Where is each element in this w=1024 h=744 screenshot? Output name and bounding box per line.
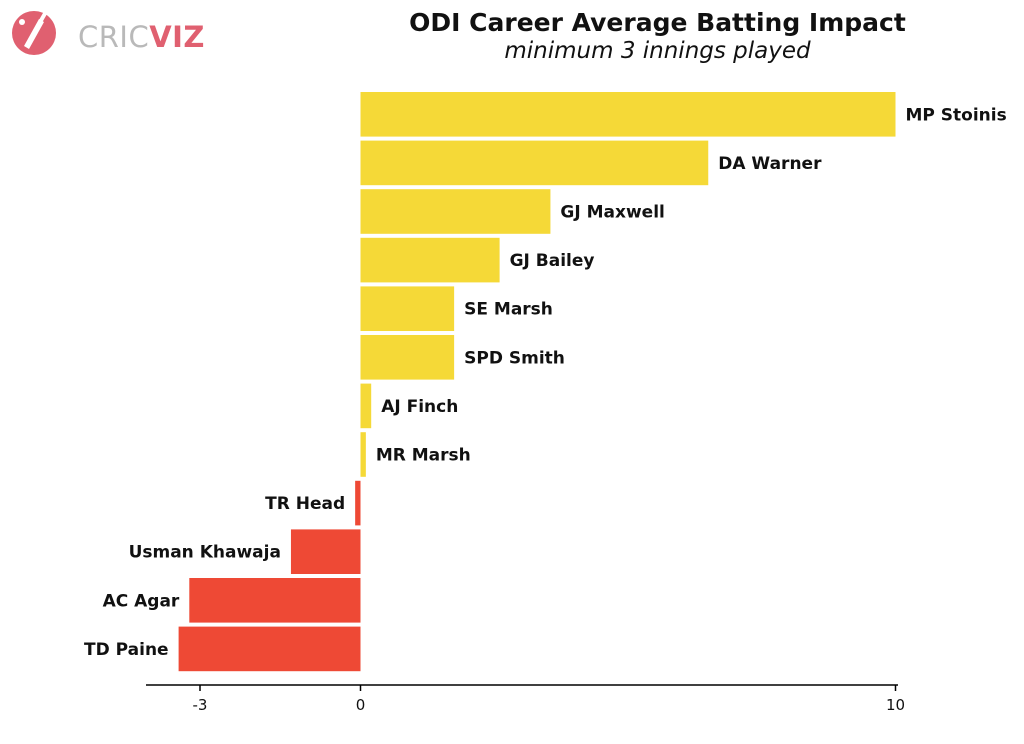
bar-label: DA Warner xyxy=(718,154,822,174)
cricviz-logo: CRICVIZ xyxy=(8,6,204,62)
x-tick-label: 0 xyxy=(356,696,366,714)
bar-label: TR Head xyxy=(265,494,345,514)
bar-aj-finch xyxy=(360,383,372,429)
bars-group: MP Stoinis DA Warner GJ Maxwell GJ Bailey SE… xyxy=(84,92,1007,672)
bar-td-paine xyxy=(178,626,361,672)
bar-spd-smith xyxy=(360,335,455,380)
bar-gj-bailey xyxy=(360,237,500,283)
bar-da-warner xyxy=(360,140,709,186)
x-tick-label: 10 xyxy=(886,696,905,714)
bar-label: MR Marsh xyxy=(376,446,471,466)
chart-subtitle: minimum 3 innings played xyxy=(504,38,811,64)
bar-label: Usman Khawaja xyxy=(129,543,281,563)
bar-label: GJ Bailey xyxy=(510,251,595,271)
bar-label: TD Paine xyxy=(84,640,169,660)
x-tick-label: -3 xyxy=(193,696,208,714)
logo-text-viz: VIZ xyxy=(149,20,205,54)
bar-usman-khawaja xyxy=(290,529,361,574)
bar-label: AJ Finch xyxy=(381,397,458,417)
bar-gj-maxwell xyxy=(360,189,551,234)
cricviz-wordmark: CRICVIZ xyxy=(78,20,205,54)
logo-text-cric: CRIC xyxy=(78,20,150,54)
bar-label: SPD Smith xyxy=(464,348,565,368)
bar-se-marsh xyxy=(360,286,455,331)
bar-mp-stoinis xyxy=(360,92,896,137)
bar-mr-marsh xyxy=(360,432,366,477)
bar-label: AC Agar xyxy=(103,591,180,611)
bar-label: MP Stoinis xyxy=(906,105,1007,125)
x-axis: -3 0 10 xyxy=(146,684,905,714)
bar-label: GJ Maxwell xyxy=(560,203,664,223)
cricket-bat-ball-icon xyxy=(12,11,56,55)
bar-label: SE Marsh xyxy=(464,300,553,320)
bar-ac-agar xyxy=(189,578,361,623)
chart-title: ODI Career Average Batting Impact xyxy=(409,8,906,37)
bar-tr-head xyxy=(355,480,361,526)
